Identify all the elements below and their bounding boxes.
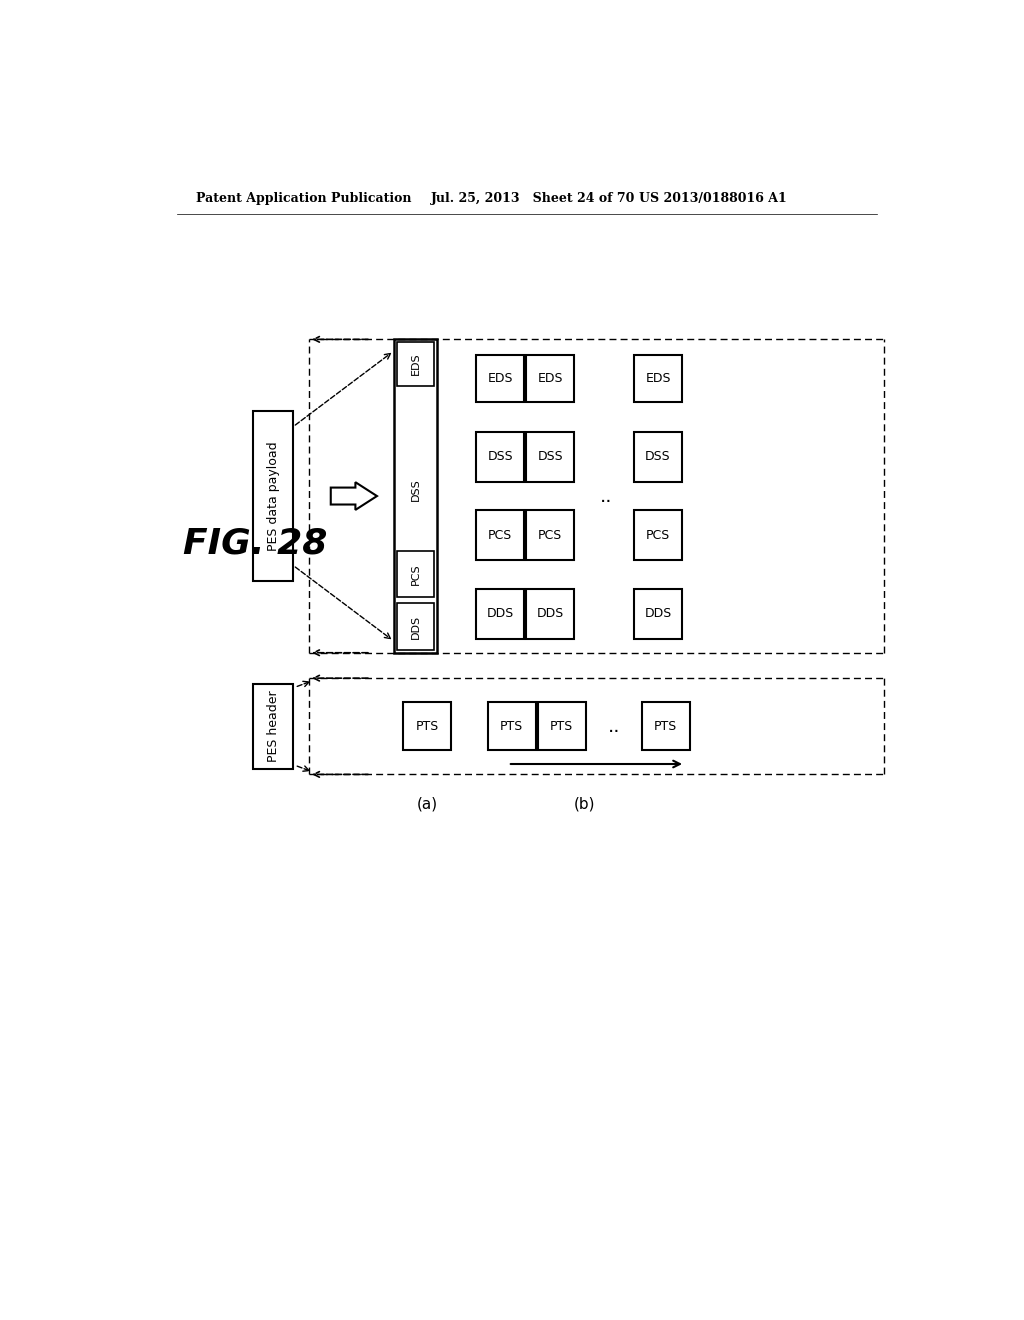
Text: PTS: PTS — [654, 719, 677, 733]
Text: EDS: EDS — [645, 372, 671, 385]
Bar — [253, 684, 293, 770]
Text: PCS: PCS — [488, 529, 512, 541]
Text: Patent Application Publication: Patent Application Publication — [196, 191, 412, 205]
Text: Jul. 25, 2013   Sheet 24 of 70: Jul. 25, 2013 Sheet 24 of 70 — [431, 191, 635, 205]
Text: PCS: PCS — [646, 529, 670, 541]
Text: DDS: DDS — [411, 615, 421, 639]
Text: DSS: DSS — [538, 450, 563, 463]
Bar — [403, 702, 451, 750]
Bar — [634, 589, 682, 639]
Text: PCS: PCS — [411, 564, 421, 585]
Bar — [476, 589, 524, 639]
Text: DDS: DDS — [537, 607, 564, 620]
Text: DDS: DDS — [644, 607, 672, 620]
Bar — [253, 412, 293, 581]
Bar — [394, 339, 437, 653]
Bar — [397, 552, 434, 598]
Text: PES data payload: PES data payload — [266, 441, 280, 550]
Text: PES header: PES header — [266, 690, 280, 762]
Bar — [634, 511, 682, 560]
Text: DSS: DSS — [645, 450, 671, 463]
Text: ..: .. — [608, 717, 621, 735]
Bar — [642, 702, 689, 750]
Bar — [526, 432, 574, 482]
Bar — [397, 342, 434, 387]
Text: (a): (a) — [417, 796, 437, 812]
Text: PTS: PTS — [416, 719, 438, 733]
Text: US 2013/0188016 A1: US 2013/0188016 A1 — [639, 191, 786, 205]
Bar — [538, 702, 586, 750]
Bar — [397, 603, 434, 649]
Text: DSS: DSS — [487, 450, 513, 463]
Bar — [526, 511, 574, 560]
Text: DDS: DDS — [486, 607, 514, 620]
Bar — [476, 511, 524, 560]
Text: EDS: EDS — [487, 372, 513, 385]
Text: FIG. 28: FIG. 28 — [183, 527, 328, 561]
Text: PTS: PTS — [500, 719, 523, 733]
Bar — [526, 589, 574, 639]
Text: (b): (b) — [574, 796, 596, 812]
Polygon shape — [331, 482, 377, 510]
Text: EDS: EDS — [538, 372, 563, 385]
Text: ..: .. — [599, 487, 612, 506]
Text: PTS: PTS — [550, 719, 573, 733]
Bar — [476, 432, 524, 482]
Text: DSS: DSS — [411, 479, 421, 502]
Bar — [634, 432, 682, 482]
Bar — [487, 702, 536, 750]
Bar — [476, 355, 524, 403]
Text: EDS: EDS — [411, 352, 421, 375]
Bar — [526, 355, 574, 403]
Text: PCS: PCS — [538, 529, 562, 541]
Bar — [634, 355, 682, 403]
